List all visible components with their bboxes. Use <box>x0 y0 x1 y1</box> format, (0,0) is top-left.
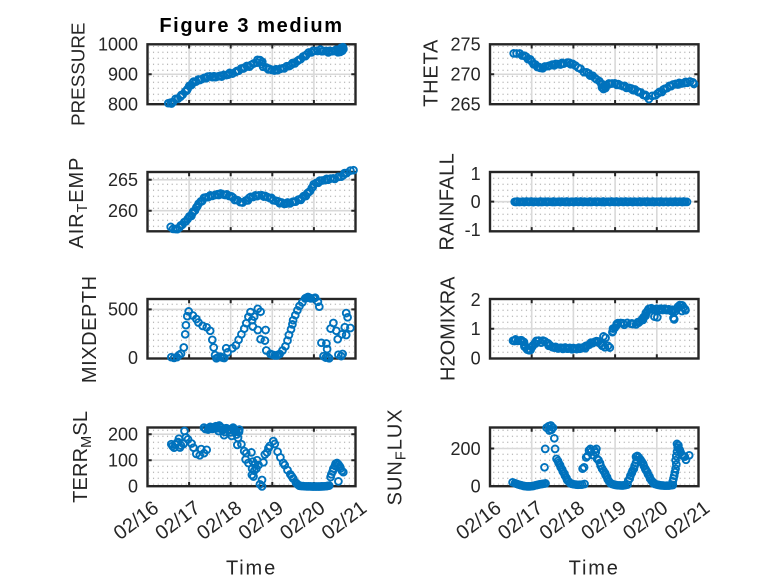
svg-text:-1: -1 <box>465 220 481 240</box>
svg-text:200: 200 <box>108 425 138 445</box>
svg-text:0: 0 <box>128 477 138 497</box>
svg-text:100: 100 <box>108 451 138 471</box>
svg-text:900: 900 <box>108 65 138 85</box>
svg-text:500: 500 <box>108 300 138 320</box>
svg-text:265: 265 <box>108 170 138 190</box>
svg-text:0: 0 <box>128 348 138 368</box>
svg-text:Time: Time <box>226 558 277 580</box>
svg-text:Time: Time <box>569 558 620 580</box>
svg-text:1: 1 <box>471 164 481 184</box>
svg-text:270: 270 <box>451 65 481 85</box>
svg-text:MIXDEPTH: MIXDEPTH <box>79 275 101 383</box>
svg-text:800: 800 <box>108 95 138 115</box>
svg-text:0: 0 <box>471 477 481 497</box>
svg-text:275: 275 <box>451 35 481 55</box>
svg-text:AIRT​EMP: AIRT​EMP <box>66 157 91 249</box>
svg-text:H2OMIXRA: H2OMIXRA <box>438 276 460 381</box>
svg-text:260: 260 <box>108 201 138 221</box>
svg-text:0: 0 <box>471 348 481 368</box>
svg-text:PRESSURE: PRESSURE <box>68 23 89 126</box>
svg-text:TERRM​SL: TERRM​SL <box>70 411 95 503</box>
svg-text:Figure 3 medium: Figure 3 medium <box>159 15 343 37</box>
svg-text:2: 2 <box>471 290 481 310</box>
svg-text:RAINFALL: RAINFALL <box>437 153 459 251</box>
svg-text:0: 0 <box>471 192 481 212</box>
svg-text:1000: 1000 <box>98 35 138 55</box>
svg-text:265: 265 <box>451 95 481 115</box>
svg-text:1: 1 <box>471 319 481 339</box>
svg-text:THETA: THETA <box>421 39 443 107</box>
svg-text:SUNF​LUX: SUNF​LUX <box>385 408 410 505</box>
svg-text:200: 200 <box>451 439 481 459</box>
